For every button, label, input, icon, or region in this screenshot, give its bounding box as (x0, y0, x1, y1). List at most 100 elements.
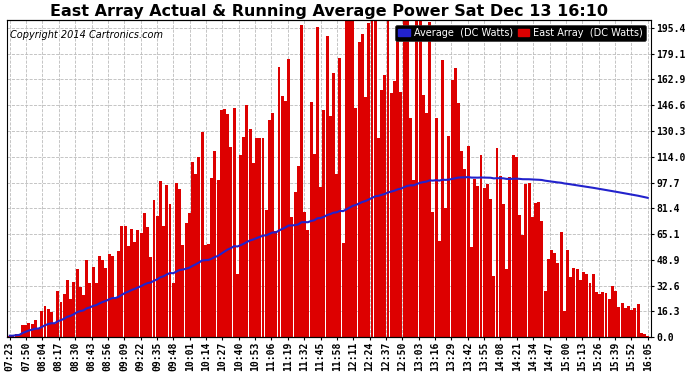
Bar (293, 192, 297, 337)
Bar (540, 221, 544, 337)
Bar (316, 27, 319, 337)
Bar (431, 212, 435, 337)
Bar (335, 174, 338, 337)
Bar (117, 251, 120, 337)
Bar (585, 274, 589, 337)
Bar (111, 256, 114, 337)
Bar (37, 328, 40, 337)
Bar (137, 230, 139, 337)
Bar (223, 109, 226, 337)
Bar (101, 260, 104, 337)
Bar (178, 189, 181, 337)
Bar (361, 34, 364, 337)
Bar (589, 284, 591, 337)
Bar (213, 150, 217, 337)
Bar (386, 21, 389, 337)
Bar (435, 118, 437, 337)
Bar (438, 241, 441, 337)
Bar (380, 90, 383, 337)
Bar (518, 215, 521, 337)
Bar (271, 113, 274, 337)
Bar (364, 98, 367, 337)
Bar (515, 157, 518, 337)
Bar (168, 204, 172, 337)
Bar (647, 336, 649, 337)
Bar (339, 58, 342, 337)
Bar (441, 60, 444, 337)
Bar (390, 93, 393, 337)
Bar (24, 325, 27, 337)
Bar (409, 118, 412, 337)
Bar (40, 311, 43, 337)
Bar (412, 180, 415, 337)
Bar (88, 283, 91, 337)
Bar (230, 147, 233, 337)
Bar (98, 255, 101, 337)
Bar (575, 269, 579, 337)
Bar (547, 260, 550, 337)
Bar (486, 183, 489, 337)
Bar (114, 298, 117, 337)
Bar (499, 176, 502, 337)
Bar (528, 183, 531, 337)
Title: East Array Actual & Running Average Power Sat Dec 13 16:10: East Array Actual & Running Average Powe… (50, 4, 608, 19)
Bar (252, 163, 255, 337)
Bar (127, 246, 130, 337)
Bar (620, 303, 624, 337)
Bar (393, 81, 396, 337)
Bar (402, 21, 406, 337)
Bar (184, 223, 188, 337)
Bar (201, 132, 204, 337)
Bar (152, 200, 155, 337)
Bar (166, 185, 168, 337)
Bar (175, 183, 178, 337)
Bar (287, 59, 290, 337)
Bar (451, 80, 453, 337)
Bar (236, 274, 239, 337)
Bar (550, 250, 553, 337)
Bar (303, 212, 306, 337)
Bar (563, 311, 566, 337)
Bar (357, 42, 361, 337)
Bar (556, 264, 560, 337)
Bar (415, 21, 418, 337)
Bar (592, 274, 595, 337)
Bar (473, 178, 476, 337)
Bar (277, 67, 281, 337)
Bar (34, 320, 37, 337)
Bar (582, 272, 585, 337)
Bar (268, 120, 271, 337)
Bar (57, 291, 59, 337)
Bar (332, 73, 335, 337)
Bar (47, 309, 50, 337)
Bar (483, 188, 486, 337)
Bar (460, 151, 463, 337)
Bar (255, 138, 258, 337)
Bar (139, 233, 143, 337)
Bar (319, 187, 322, 337)
Bar (265, 210, 268, 337)
Bar (8, 336, 11, 337)
Bar (66, 280, 69, 337)
Bar (643, 334, 646, 337)
Bar (226, 114, 229, 337)
Bar (377, 138, 380, 337)
Bar (640, 333, 643, 337)
Bar (400, 92, 402, 337)
Bar (191, 162, 194, 337)
Bar (425, 112, 428, 337)
Bar (618, 307, 620, 337)
Bar (146, 226, 149, 337)
Bar (104, 268, 108, 337)
Bar (384, 75, 386, 337)
Bar (374, 21, 377, 337)
Bar (329, 116, 332, 337)
Bar (210, 178, 213, 337)
Bar (284, 100, 287, 337)
Bar (627, 306, 630, 337)
Bar (85, 260, 88, 337)
Bar (524, 184, 527, 337)
Bar (275, 231, 277, 337)
Bar (14, 334, 18, 337)
Bar (422, 95, 425, 337)
